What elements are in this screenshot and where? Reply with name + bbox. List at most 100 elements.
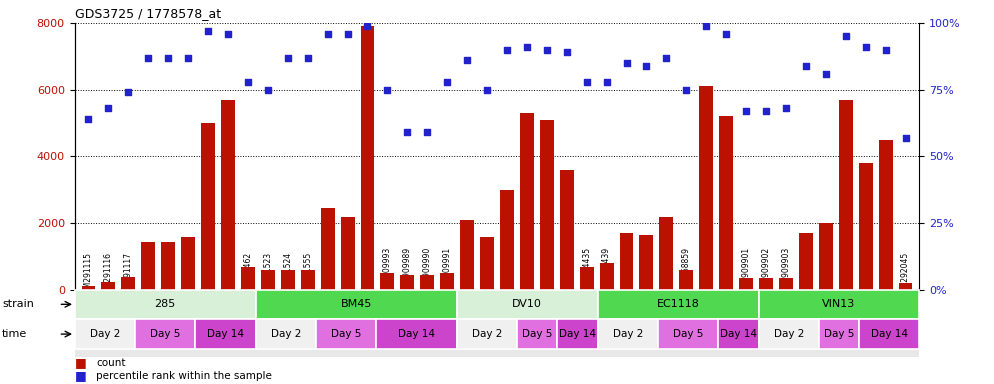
Text: Day 14: Day 14	[871, 329, 908, 339]
Point	[439, 79, 455, 85]
Text: Day 14: Day 14	[207, 329, 244, 339]
Bar	[121, 276, 135, 290]
Point	[719, 31, 735, 37]
Bar	[619, 233, 633, 290]
Point	[400, 129, 415, 136]
Text: percentile rank within the sample: percentile rank within the sample	[96, 371, 272, 381]
Point	[539, 46, 555, 53]
Bar	[799, 233, 813, 290]
Text: Day 14: Day 14	[720, 329, 756, 339]
Bar	[719, 319, 758, 349]
Bar	[819, 319, 859, 349]
Point	[140, 55, 156, 61]
Text: GDS3725 / 1778578_at: GDS3725 / 1778578_at	[75, 7, 221, 20]
Text: Day 2: Day 2	[773, 329, 804, 339]
Bar	[779, 278, 793, 290]
Bar	[520, 113, 534, 290]
Bar	[679, 270, 693, 290]
Bar	[201, 123, 215, 290]
Point	[300, 55, 316, 61]
Bar	[500, 190, 514, 290]
Point	[838, 33, 854, 40]
Bar	[440, 273, 454, 290]
Point	[798, 63, 814, 69]
Bar	[75, 290, 255, 319]
Bar	[639, 235, 653, 290]
Bar	[758, 290, 919, 319]
Text: Day 14: Day 14	[398, 329, 435, 339]
Bar	[255, 319, 316, 349]
Bar	[75, 319, 135, 349]
Bar	[316, 319, 377, 349]
Point	[220, 31, 236, 37]
Bar	[221, 100, 235, 290]
Text: Day 5: Day 5	[673, 329, 704, 339]
Text: Day 5: Day 5	[522, 329, 553, 339]
Bar	[241, 266, 254, 290]
Point	[618, 60, 634, 66]
Bar	[381, 273, 395, 290]
Bar	[759, 278, 773, 290]
Bar	[377, 319, 457, 349]
Bar	[859, 319, 919, 349]
Bar	[659, 217, 673, 290]
Point	[878, 46, 894, 53]
Bar	[899, 283, 912, 290]
Bar	[260, 270, 274, 290]
Point	[739, 108, 754, 114]
Text: strain: strain	[2, 299, 34, 310]
Bar	[195, 319, 255, 349]
Bar	[758, 319, 819, 349]
Bar	[161, 242, 175, 290]
Text: count: count	[96, 358, 126, 368]
Point	[559, 49, 575, 55]
Bar	[720, 116, 734, 290]
Text: 285: 285	[154, 299, 176, 310]
Bar	[859, 163, 873, 290]
Point	[340, 31, 356, 37]
Point	[858, 44, 874, 50]
Bar	[457, 290, 597, 319]
Point	[818, 71, 834, 77]
Text: DV10: DV10	[512, 299, 542, 310]
Point	[240, 79, 255, 85]
Point	[459, 57, 475, 63]
Text: Day 5: Day 5	[824, 329, 854, 339]
Point	[81, 116, 96, 122]
Point	[280, 55, 296, 61]
Bar	[141, 242, 155, 290]
Bar	[580, 266, 593, 290]
Bar	[560, 170, 574, 290]
Bar	[401, 275, 414, 290]
Bar	[597, 319, 658, 349]
Point	[320, 31, 336, 37]
Bar	[181, 237, 195, 290]
Bar	[280, 270, 295, 290]
Text: Day 2: Day 2	[472, 329, 502, 339]
Bar	[879, 140, 893, 290]
Bar	[460, 220, 474, 290]
Point	[380, 87, 396, 93]
Text: VIN13: VIN13	[822, 299, 856, 310]
Point	[778, 105, 794, 111]
Bar	[101, 281, 115, 290]
Bar	[301, 270, 315, 290]
Point	[678, 87, 694, 93]
Text: BM45: BM45	[341, 299, 372, 310]
Bar	[341, 217, 355, 290]
Point	[100, 105, 116, 111]
Point	[658, 55, 674, 61]
Point	[360, 23, 376, 29]
Bar	[819, 223, 833, 290]
Text: time: time	[2, 329, 27, 339]
Bar	[75, 290, 919, 357]
Bar	[480, 237, 494, 290]
Point	[180, 55, 196, 61]
Bar	[321, 208, 335, 290]
Bar	[82, 286, 95, 290]
Text: Day 2: Day 2	[612, 329, 643, 339]
Text: Day 2: Day 2	[89, 329, 120, 339]
Text: ■: ■	[75, 356, 86, 369]
Bar	[597, 290, 758, 319]
Text: EC1118: EC1118	[657, 299, 700, 310]
